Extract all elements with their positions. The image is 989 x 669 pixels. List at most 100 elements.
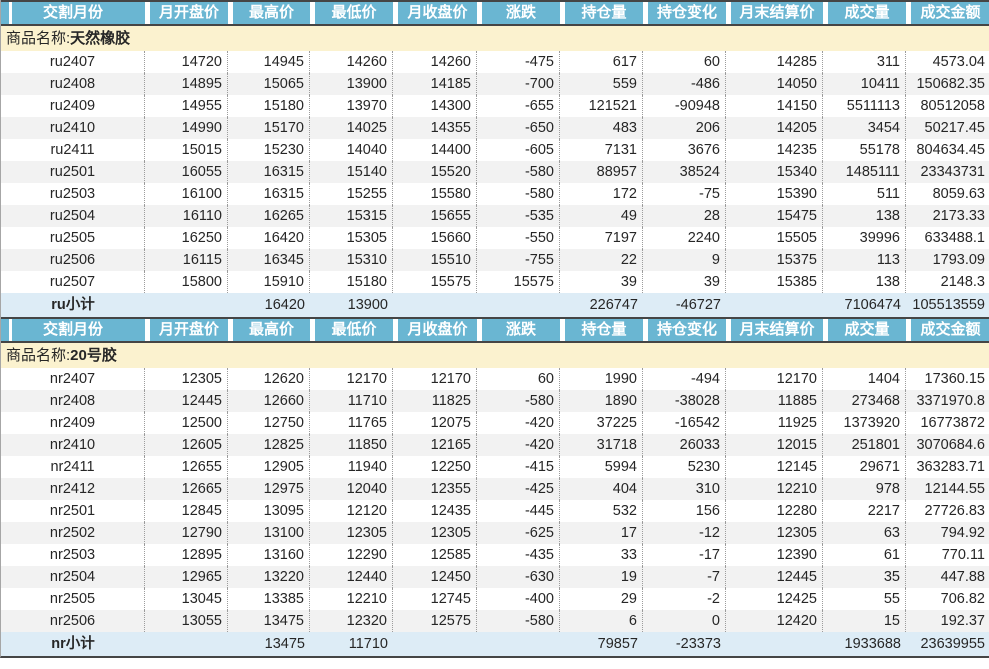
value-cell: 12355: [393, 478, 477, 500]
subtotal-value-cell: 226747: [589, 297, 638, 313]
value-cell: 14720: [145, 51, 228, 73]
column-header: 持仓量: [560, 319, 643, 341]
value-cell: 7197: [560, 227, 643, 249]
value-cell: 12250: [393, 456, 477, 478]
value-cell: 770.11: [941, 547, 985, 563]
value-cell: 8059.63: [932, 186, 985, 202]
value-cell: -580: [477, 183, 560, 205]
value-cell: -550: [477, 227, 560, 249]
table-row: nr2410 12605 12825 11850 12165 -420 31718 26033…: [1, 434, 989, 456]
product-name: 20号胶: [70, 347, 117, 364]
table-row: ru2504 16110 16265 15315 15655 -535 49 28 15475 1…: [1, 205, 989, 227]
value-cell: 80512058: [920, 98, 985, 114]
contract-month-cell: ru2409: [1, 95, 145, 117]
value-cell: 1373920: [823, 412, 906, 434]
value-cell: -494: [643, 368, 726, 390]
value-cell: 14150: [726, 95, 823, 117]
value-cell: -605: [477, 139, 560, 161]
value-cell: -420: [477, 412, 560, 434]
value-cell: 12170: [726, 368, 823, 390]
value-cell: 13970: [310, 95, 393, 117]
value-cell: 633488.1: [924, 230, 985, 246]
subtotal-value-cell: 79857: [597, 636, 638, 652]
value-cell: 11885: [726, 390, 823, 412]
value-cell: 6: [560, 610, 643, 632]
contract-month-cell: nr2408: [1, 390, 145, 412]
table-row: nr2505 13045 13385 12210 12745 -400 29 -2 12425 5…: [1, 588, 989, 610]
subtotal-value-cell: [393, 293, 477, 317]
value-cell: 310: [643, 478, 726, 500]
value-cell: 28: [643, 205, 726, 227]
value-cell: 12425: [726, 588, 823, 610]
value-cell: 15230: [228, 139, 310, 161]
value-cell: -535: [477, 205, 560, 227]
contract-month-cell: nr2502: [1, 522, 145, 544]
value-cell: 16055: [145, 161, 228, 183]
subtotal-value-cell: [477, 293, 560, 317]
value-cell: 38524: [643, 161, 726, 183]
table-row: nr2503 12895 13160 12290 12585 -435 33 -17 12390…: [1, 544, 989, 566]
subtotal-value-cell: [145, 293, 228, 317]
value-cell: 29: [560, 588, 643, 610]
value-cell: 14050: [726, 73, 823, 95]
value-cell: 532: [560, 500, 643, 522]
contract-month-cell: nr2504: [1, 566, 145, 588]
value-cell: -486: [643, 73, 726, 95]
value-cell: 192.37: [940, 613, 985, 629]
value-cell: 363283.71: [916, 459, 985, 475]
table-row: nr2411 12655 12905 11940 12250 -415 5994 5230 12…: [1, 456, 989, 478]
column-header: 月收盘价: [393, 2, 477, 24]
value-cell: 14260: [310, 51, 393, 73]
subtotal-value-cell: -23373: [675, 636, 721, 652]
value-cell: 404: [560, 478, 643, 500]
contract-month-cell: nr2412: [1, 478, 145, 500]
value-cell: -2: [643, 588, 726, 610]
value-cell: 15305: [310, 227, 393, 249]
value-cell: -12: [643, 522, 726, 544]
value-cell: 12305: [393, 522, 477, 544]
value-cell: 15340: [726, 161, 823, 183]
contract-month-cell: ru2410: [1, 117, 145, 139]
section: 交割月份 月开盘价 最高价 最低价 月收盘价 涨跌 持仓量 持仓变化 月末结算价 成交量 成交金额 …: [1, 0, 989, 317]
value-cell: 12445: [145, 390, 228, 412]
value-cell: 11765: [310, 412, 393, 434]
value-cell: 12305: [726, 522, 823, 544]
value-cell: 14285: [726, 51, 823, 73]
value-cell: 11710: [310, 390, 393, 412]
value-cell: 14260: [393, 51, 477, 73]
column-header-row: 交割月份 月开盘价 最高价 最低价 月收盘价 涨跌 持仓量 持仓变化 月末结算价 成交量 成交金额: [1, 0, 989, 26]
value-cell: 7131: [560, 139, 643, 161]
value-cell: 14945: [228, 51, 310, 73]
value-cell: 39996: [823, 227, 906, 249]
column-header: 成交金额: [906, 2, 989, 24]
value-cell: 12120: [310, 500, 393, 522]
value-cell: 511: [823, 183, 906, 205]
column-header: 成交量: [823, 2, 906, 24]
value-cell: 12845: [145, 500, 228, 522]
value-cell: 3676: [643, 139, 726, 161]
column-header: 成交量: [823, 319, 906, 341]
value-cell: -90948: [643, 95, 726, 117]
subtotal-value-cell: 13900: [347, 297, 388, 313]
value-cell: 12210: [310, 588, 393, 610]
contract-month-cell: nr2505: [1, 588, 145, 610]
contract-month-cell: nr2503: [1, 544, 145, 566]
value-cell: 14355: [393, 117, 477, 139]
table-row: nr2408 12445 12660 11710 11825 -580 1890 -38028…: [1, 390, 989, 412]
value-cell: 14025: [310, 117, 393, 139]
value-cell: 5230: [643, 456, 726, 478]
value-cell: 12170: [310, 368, 393, 390]
value-cell: 138: [823, 271, 906, 293]
column-header: 最高价: [228, 2, 310, 24]
value-cell: 12435: [393, 500, 477, 522]
column-header: 成交金额: [906, 319, 989, 341]
value-cell: 0: [643, 610, 726, 632]
column-header: 月末结算价: [726, 2, 823, 24]
value-cell: -650: [477, 117, 560, 139]
table-row: nr2409 12500 12750 11765 12075 -420 37225 -1654…: [1, 412, 989, 434]
value-cell: 11825: [393, 390, 477, 412]
value-cell: -445: [477, 500, 560, 522]
value-cell: 15660: [393, 227, 477, 249]
value-cell: 16773872: [920, 415, 985, 431]
value-cell: 12445: [726, 566, 823, 588]
